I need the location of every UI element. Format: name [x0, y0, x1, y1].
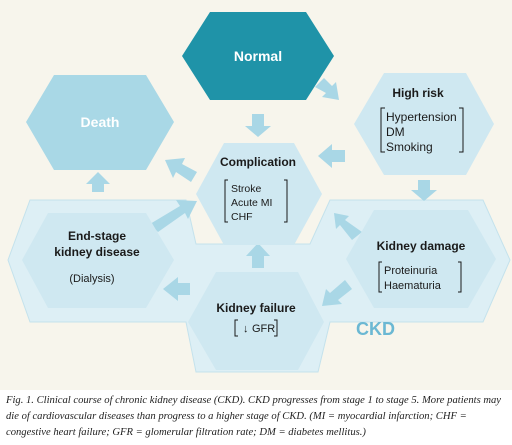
down-arrow-icon: ↓: [243, 323, 249, 335]
arrow-normal-to-high-risk: [315, 78, 339, 100]
arrow-complication-to-death: [165, 158, 197, 182]
death-title: Death: [81, 114, 120, 130]
kidney-damage-bracket-right: [458, 261, 462, 293]
arrow-normal-to-complication: [245, 114, 271, 137]
kidney-damage-title: Kidney damage: [377, 239, 466, 253]
arrow-end-stage-to-complication: [150, 200, 197, 232]
complication-item: CHF: [231, 211, 253, 223]
high-risk-item: Smoking: [386, 140, 433, 154]
complication-bracket-right: [284, 179, 288, 223]
kidney-failure-item: GFR: [252, 323, 275, 335]
end-stage-note: (Dialysis): [69, 273, 114, 285]
kidney-failure-title: Kidney failure: [216, 301, 296, 315]
arrow-kidney-failure-to-complication: [246, 243, 270, 268]
normal-title: Normal: [234, 48, 282, 64]
normal-node: [182, 12, 334, 100]
kidney-damage-item: Haematuria: [384, 280, 442, 292]
arrow-kidney-failure-to-end-stage: [163, 277, 190, 301]
arrow-high-risk-to-complication: [318, 144, 345, 168]
complication-item: Stroke: [231, 183, 262, 195]
end-stage-node: [22, 213, 174, 308]
kidney-damage-bracket-left: [378, 261, 382, 293]
complication-node: [196, 143, 322, 245]
kidney-damage-node: [346, 210, 496, 308]
death-node: [26, 75, 174, 170]
high-risk-item: Hypertension: [386, 110, 457, 124]
arrow-end-stage-to-death: [86, 172, 110, 192]
complication-item: Acute MI: [231, 197, 272, 209]
kidney-failure-bracket-right: [274, 319, 278, 337]
kidney-damage-item: Proteinuria: [384, 265, 438, 277]
figure-caption: Fig. 1. Clinical course of chronic kidne…: [6, 395, 502, 438]
high-risk-bracket-left: [380, 107, 385, 153]
high-risk-node: [354, 73, 494, 175]
high-risk-item: DM: [386, 125, 405, 139]
arrows: [86, 78, 437, 306]
arrow-kidney-damage-to-complication: [334, 213, 362, 240]
high-risk-title: High risk: [392, 86, 444, 100]
end-stage-title-line: End-stage: [68, 229, 126, 243]
end-stage-title-line: kidney disease: [54, 245, 140, 259]
kidney-failure-bracket-left: [234, 319, 238, 337]
ckd-diagram: Normal Death High risk Hypertension DM S…: [7, 12, 511, 373]
kidney-failure-node: [188, 272, 324, 370]
arrow-kidney-damage-to-kidney-failure: [322, 280, 352, 306]
arrow-high-risk-to-kidney-damage: [411, 180, 437, 201]
ckd-label: CKD: [356, 319, 395, 339]
diagram-figure: Normal Death High risk Hypertension DM S…: [0, 0, 512, 390]
high-risk-bracket-right: [459, 107, 464, 153]
complication-bracket-left: [224, 179, 228, 223]
complication-title: Complication: [220, 155, 296, 169]
